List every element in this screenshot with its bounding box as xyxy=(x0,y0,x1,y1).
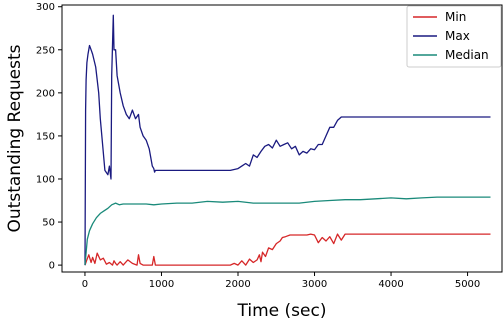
legend: Min Max Median xyxy=(406,5,502,68)
legend-label: Min xyxy=(445,10,466,24)
y-tick-label: 150 xyxy=(36,131,55,142)
y-tick-label: 200 xyxy=(36,88,55,99)
series-line-median xyxy=(84,196,491,266)
y-tick-label: 250 xyxy=(36,45,55,56)
y-axis-label: Outstanding Requests xyxy=(5,44,25,232)
legend-label: Median xyxy=(445,48,489,62)
y-tick-label: 100 xyxy=(36,174,55,185)
ticks-layer: 0 1000 2000 3000 4000 5000 0 50 100 150 200 250 300 xyxy=(36,2,480,290)
series-line-max xyxy=(84,14,491,266)
x-tick-label: 2000 xyxy=(225,279,250,290)
x-tick-label: 3000 xyxy=(302,279,327,290)
y-tick-label: 300 xyxy=(36,2,55,13)
x-axis-label: Time (sec) xyxy=(237,301,327,321)
x-tick-label: 4000 xyxy=(378,279,403,290)
series-line-min xyxy=(84,233,491,266)
legend-box xyxy=(406,5,502,68)
series-layer xyxy=(84,14,491,266)
y-tick-label: 0 xyxy=(49,261,55,272)
x-tick-label: 1000 xyxy=(149,279,174,290)
y-tick-label: 50 xyxy=(42,218,55,229)
legend-label: Max xyxy=(445,29,470,43)
plot-frame xyxy=(61,4,503,273)
x-tick-label: 0 xyxy=(82,279,88,290)
x-tick-label: 5000 xyxy=(455,279,480,290)
